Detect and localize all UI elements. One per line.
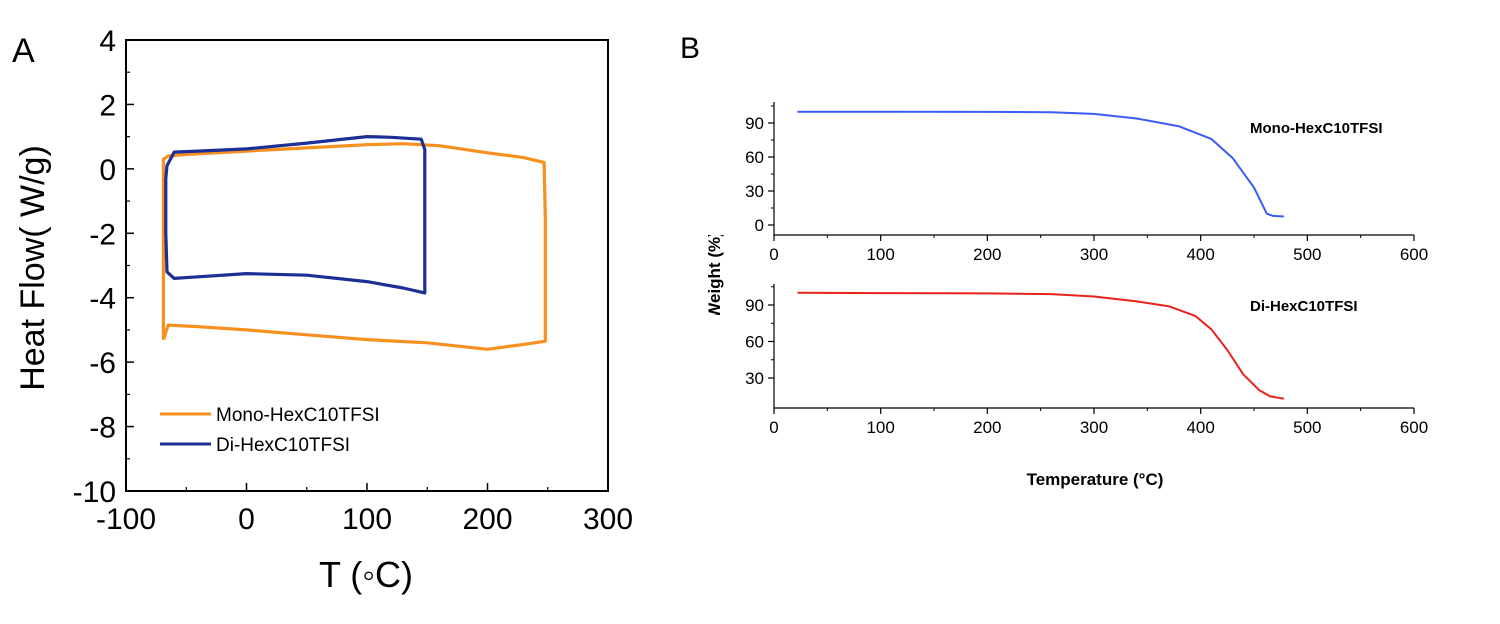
b-ytick-label: 90 [745, 296, 764, 315]
panel-a-label: A [12, 32, 35, 70]
b-xtick-label: 400 [1186, 418, 1214, 437]
b-xtick-label: 600 [1400, 245, 1428, 264]
top-ticks: 0 100 200 300 400 500 600 0 30 60 90 [745, 105, 1428, 264]
bottom-series [797, 291, 1285, 400]
panel-a-legend: Mono-HexC10TFSI Di-HexC10TFSI [160, 405, 380, 456]
b-xtick-label: 300 [1080, 418, 1108, 437]
b-ytick-label: 0 [755, 216, 764, 235]
a-xtick-label: -100 [96, 503, 156, 536]
bottom-ticks: 0 100 200 300 400 500 600 30 60 90 [745, 286, 1428, 437]
b-xtick-label: 300 [1080, 245, 1108, 264]
panel-a-ylabel: Heat Flow( W/g) [14, 145, 52, 391]
legend-label-di: Di-HexC10TFSI [216, 435, 350, 456]
a-xtick-label: 300 [583, 503, 633, 536]
a-ytick-label: 0 [99, 154, 116, 187]
panel-b-xlabel: Temperature (°C) [1027, 470, 1164, 489]
a-xtick-label: 0 [238, 503, 255, 536]
a-ytick-label: 2 [99, 89, 116, 122]
b-ytick-label: 30 [745, 369, 764, 388]
b-ytick-label: 30 [745, 182, 764, 201]
bottom-series-label: Di-HexC10TFSI [1250, 298, 1358, 315]
b-xtick-label: 200 [973, 245, 1001, 264]
b-ytick-label: 60 [745, 148, 764, 167]
a-series-di [164, 135, 427, 295]
panel-a-xlabel: T (◦C) [319, 554, 413, 595]
a-series-mono [161, 142, 547, 351]
a-ytick-label: -8 [89, 412, 116, 445]
a-ytick-label: -10 [73, 476, 116, 509]
panel-b-ylabel-clip: Weight (%) [705, 231, 724, 319]
b-xtick-label: 100 [866, 245, 894, 264]
panel-b-ylabel: Weight (%) [705, 231, 724, 319]
panel-a-ticks: -100 0 100 200 300 4 2 0 -2 -4 -6 -8 -10 [73, 25, 633, 536]
b-series-line [797, 291, 1285, 400]
b-xtick-label: 500 [1293, 245, 1321, 264]
b-xtick-label: 100 [866, 418, 894, 437]
panel-a: A -100 0 100 200 300 4 2 0 -2 -4 -6 -8 -10 Mono-HexC… [12, 25, 633, 595]
a-xtick-label: 200 [462, 503, 512, 536]
panel-a-series [161, 135, 547, 351]
top-series [797, 110, 1284, 218]
top-series-label: Mono-HexC10TFSI [1250, 120, 1383, 137]
panel-b-label: B [680, 32, 700, 65]
b-xtick-label: 600 [1400, 418, 1428, 437]
a-ytick-label: 4 [99, 25, 116, 58]
a-ytick-label: -4 [89, 283, 116, 316]
b-ytick-label: 60 [745, 333, 764, 352]
b-xtick-label: 400 [1186, 245, 1214, 264]
b-xtick-label: 200 [973, 418, 1001, 437]
b-xtick-label: 0 [769, 418, 778, 437]
b-xtick-label: 500 [1293, 418, 1321, 437]
a-ytick-label: -2 [89, 218, 116, 251]
b-xtick-label: 0 [769, 245, 778, 264]
legend-label-mono: Mono-HexC10TFSI [216, 405, 380, 426]
a-ytick-label: -6 [89, 347, 116, 380]
b-series-line [797, 110, 1284, 218]
b-ytick-label: 90 [745, 114, 764, 133]
a-xtick-label: 100 [342, 503, 392, 536]
